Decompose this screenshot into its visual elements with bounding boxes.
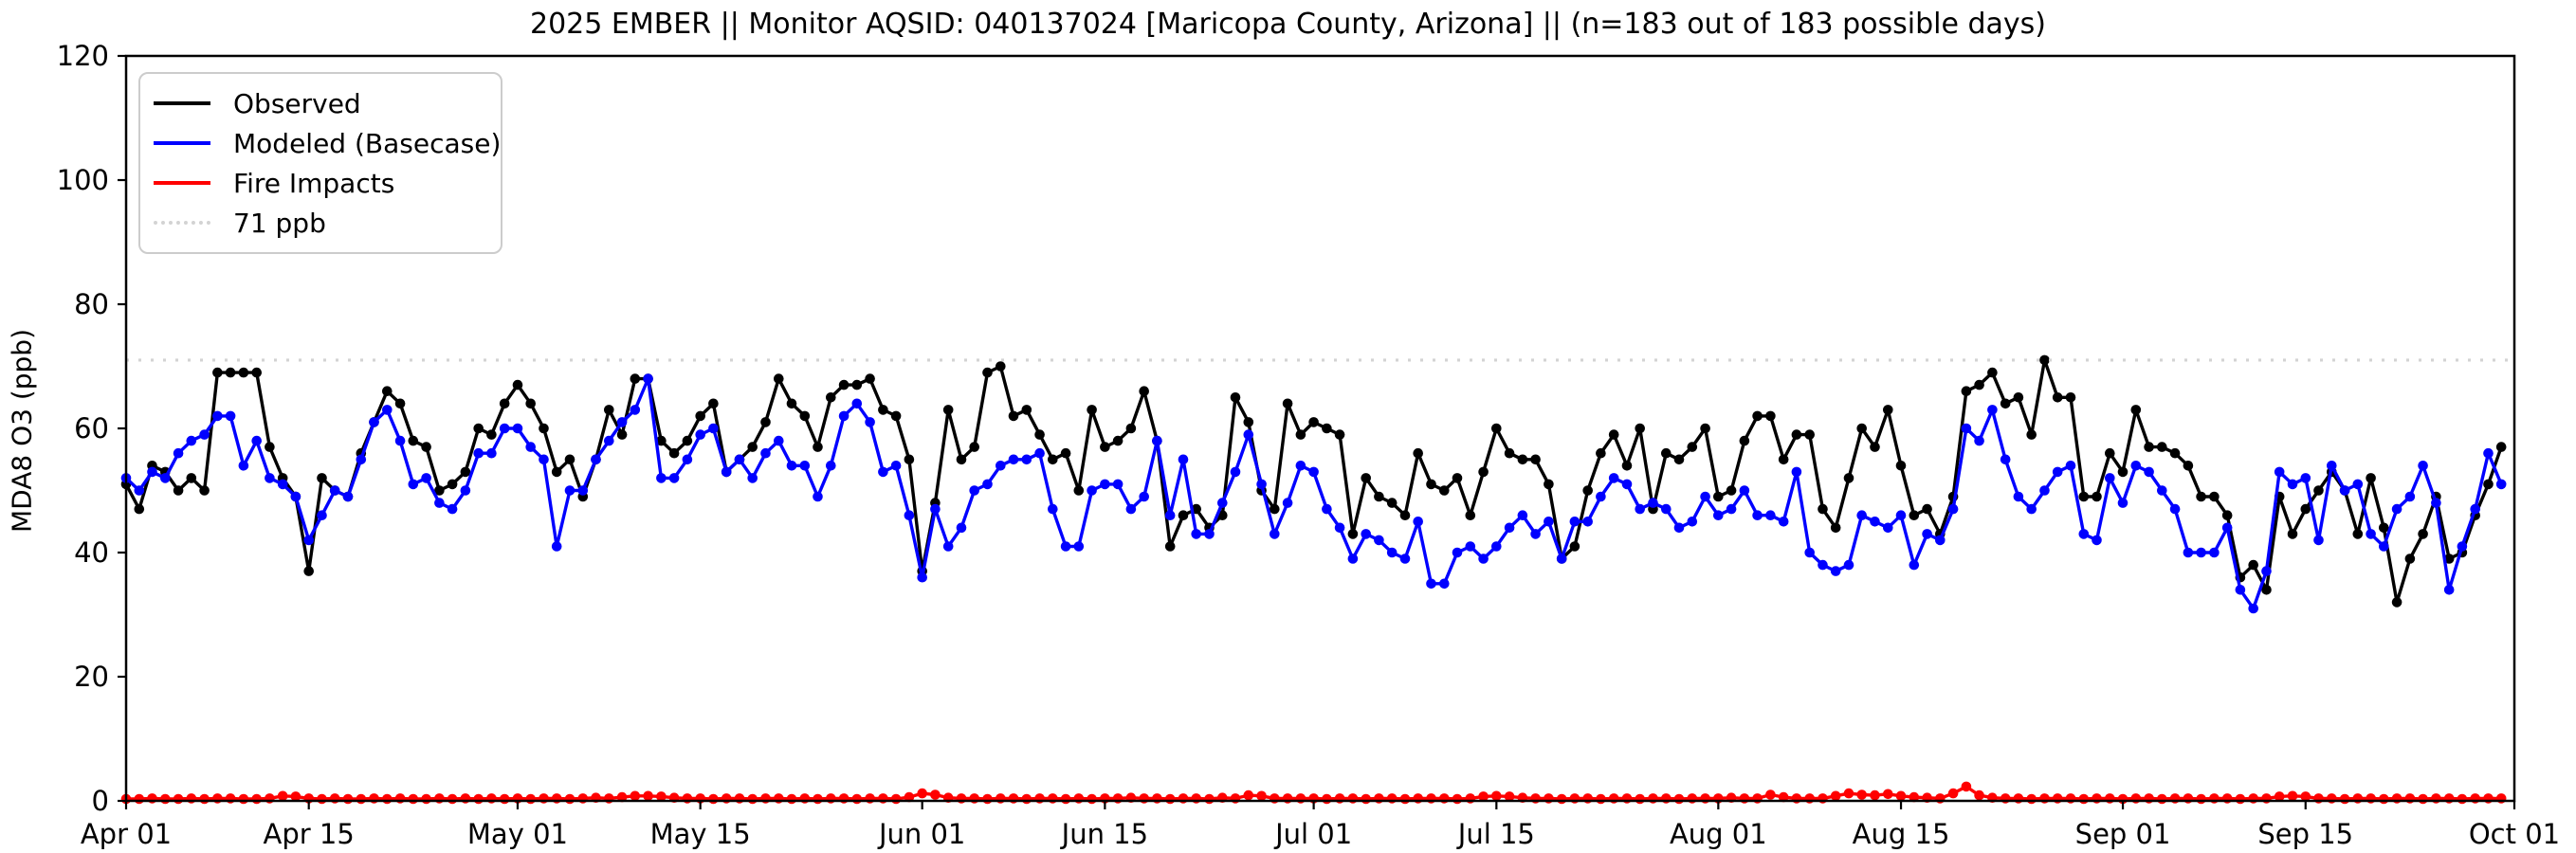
svg-text:Aug 15: Aug 15 xyxy=(1853,818,1950,850)
fire-line-sample xyxy=(154,181,210,185)
svg-text:120: 120 xyxy=(57,40,109,72)
svg-text:0: 0 xyxy=(92,785,109,817)
svg-text:20: 20 xyxy=(74,661,109,693)
threshold-line-sample xyxy=(154,221,210,225)
series-modeled-basecase- xyxy=(120,373,2507,614)
svg-text:Jun 01: Jun 01 xyxy=(877,818,965,850)
legend-box: Observed Modeled (Basecase) Fire Impacts… xyxy=(138,72,502,254)
svg-text:Jun 15: Jun 15 xyxy=(1060,818,1148,850)
svg-text:80: 80 xyxy=(74,288,109,320)
svg-text:Apr 01: Apr 01 xyxy=(81,818,172,850)
series-observed xyxy=(120,354,2507,608)
svg-text:Jul 15: Jul 15 xyxy=(1456,818,1535,850)
svg-text:Oct 01: Oct 01 xyxy=(2469,818,2560,850)
y-axis-label: MDA8 O3 (ppb) xyxy=(6,328,38,534)
x-axis-ticks: Apr 01 Apr 15 May 01 May 15 Jun 01 Jun 15 Jul … xyxy=(81,801,2560,850)
legend-label: Fire Impacts xyxy=(233,167,395,199)
y-axis-ticks: 0 20 40 60 80 100 120 xyxy=(57,40,126,817)
legend-item-observed: Observed xyxy=(140,83,501,123)
svg-text:100: 100 xyxy=(57,164,109,196)
legend-label: Modeled (Basecase) xyxy=(233,127,502,159)
legend-label: Observed xyxy=(233,87,361,119)
svg-text:May 15: May 15 xyxy=(650,818,751,850)
legend-label: 71 ppb xyxy=(233,207,326,239)
modeled-line-sample xyxy=(154,141,210,145)
svg-text:May 01: May 01 xyxy=(467,818,568,850)
svg-text:60: 60 xyxy=(74,412,109,445)
svg-text:Aug 01: Aug 01 xyxy=(1670,818,1767,850)
svg-text:Jul 01: Jul 01 xyxy=(1273,818,1352,850)
legend-item-threshold: 71 ppb xyxy=(140,203,501,243)
legend-item-fire: Fire Impacts xyxy=(140,163,501,203)
svg-text:Sep 01: Sep 01 xyxy=(2075,818,2171,850)
svg-text:Sep 15: Sep 15 xyxy=(2257,818,2353,850)
legend-item-modeled: Modeled (Basecase) xyxy=(140,123,501,163)
svg-text:Apr 15: Apr 15 xyxy=(264,818,355,850)
observed-line-sample xyxy=(154,101,210,105)
svg-text:40: 40 xyxy=(74,536,109,569)
chart-title: 2025 EMBER || Monitor AQSID: 040137024 [… xyxy=(529,8,2047,41)
